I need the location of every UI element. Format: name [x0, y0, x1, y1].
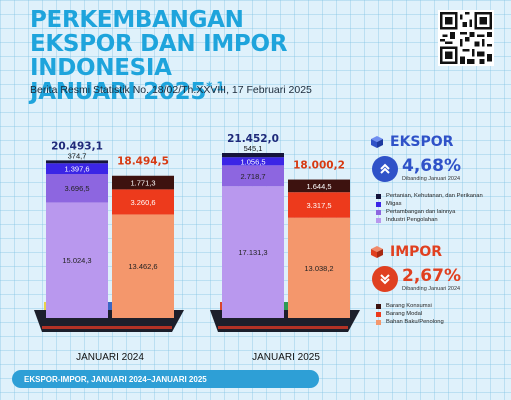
bar-value-label: 13.038,2 [304, 264, 333, 273]
ekspor-heading: EKSPOR [370, 134, 510, 150]
impor-title: IMPOR [390, 244, 443, 260]
bar-total-label: 20.493,1 [51, 140, 103, 152]
bar-value-label: 1.056,5 [240, 157, 265, 166]
bar-total-label: 18.000,2 [293, 160, 345, 172]
bar-value-label: 2.718,7 [240, 172, 265, 181]
bar-value-label: 13.462,6 [128, 262, 157, 271]
bar-value-label: 3.260,6 [130, 198, 155, 207]
impor-heading: IMPOR [370, 244, 510, 260]
bar-segment [288, 192, 350, 218]
chevrons-up-icon [372, 156, 398, 182]
bar-segment [112, 175, 174, 190]
ekspor-growth: 4,68% Dibanding Januari 2024 [372, 156, 510, 182]
ekspor-note: Dibanding Januari 2024 [402, 175, 461, 182]
bar-segment [288, 179, 350, 193]
legend-label: Migas [386, 201, 402, 207]
legend-item: Bahan Baku/Penolong [376, 318, 510, 326]
bar-segment [112, 189, 174, 215]
legend-swatch [376, 303, 381, 309]
export-import-chart: 15.024,3 3.696,5 1.397,6 374,720.493,1 13.46… [34, 133, 360, 363]
title-line-1: PERKEMBANGAN [30, 7, 244, 33]
legend-item: Pertanian, Kehutanan, dan Perikanan [376, 192, 510, 200]
legend-swatch [376, 217, 381, 223]
legend-label: Barang Modal [386, 311, 423, 317]
bar-total-label: 21.452,0 [227, 133, 279, 145]
bar-segment [222, 165, 284, 187]
chevrons-down-icon [372, 266, 398, 292]
impor-pct: 2,67% [402, 265, 461, 286]
legend-label: Pertanian, Kehutanan, dan Perikanan [386, 193, 483, 199]
ekspor-pct: 4,68% [402, 155, 461, 176]
bar-segment [112, 214, 174, 318]
page-subtitle: Berita Resmi Statistik No. 18/02/Th.XXVI… [30, 84, 312, 96]
ekspor-title: EKSPOR [390, 134, 454, 150]
title-line-3: JANUARI 2025*,1 [30, 80, 430, 104]
legend-label: Industri Pengolahan [386, 217, 438, 223]
bar-value-label: 1.644,5 [306, 182, 331, 191]
bar-segment [46, 202, 108, 318]
ekspor-legend: EKSPOR 4,68% Dibanding Januari 2024 Pert… [370, 134, 510, 224]
legend-swatch [376, 319, 381, 325]
cube-icon [370, 135, 384, 149]
legend-swatch [376, 311, 381, 317]
legend-label: Pertambangan dan lainnya [386, 209, 456, 215]
bar-value-label: 374,7 [68, 151, 87, 160]
category-label: JANUARI 2024 [76, 352, 144, 363]
title-line-2: EKSPOR DAN IMPOR INDONESIA [30, 31, 288, 81]
impor-growth: 2,67% Dibanding Januari 2024 [372, 266, 510, 292]
legend-item: Migas [376, 200, 510, 208]
bar-value-label: 3.317,5 [306, 201, 331, 210]
qr-code-icon[interactable] [438, 10, 494, 66]
legend-swatch [376, 209, 381, 215]
impor-legend-items: Barang Konsumsi Barang Modal Bahan Baku/… [376, 302, 510, 326]
legend-item: Barang Modal [376, 310, 510, 318]
legend-swatch [376, 201, 381, 207]
bar-value-label: 15.024,3 [62, 256, 91, 265]
impor-note: Dibanding Januari 2024 [402, 285, 461, 292]
legend-item: Industri Pengolahan [376, 216, 510, 224]
bar-value-label: 3.696,5 [64, 184, 89, 193]
bar-segment [46, 160, 108, 164]
impor-legend: IMPOR 2,67% Dibanding Januari 2024 Baran… [370, 244, 510, 326]
legend-label: Barang Konsumsi [386, 303, 432, 309]
bar-segment [222, 153, 284, 158]
page-title: PERKEMBANGAN EKSPOR DAN IMPOR INDONESIA … [30, 8, 430, 104]
bar-segment [222, 157, 284, 166]
title-mark: *,1 [206, 79, 225, 94]
bar-segment [288, 217, 350, 318]
bar-value-label: 1.397,6 [64, 165, 89, 174]
legend-label: Bahan Baku/Penolong [386, 319, 444, 325]
bar-segment [46, 163, 108, 175]
category-label: JANUARI 2025 [252, 352, 320, 363]
bar-value-label: 1.771,3 [130, 179, 155, 188]
cube-icon [370, 245, 384, 259]
title-line-3-text: JANUARI 2025 [30, 79, 207, 105]
legend-swatch [376, 193, 381, 199]
bar-value-label: 17.131,3 [238, 248, 267, 257]
footer-bar: EKSPOR-IMPOR, JANUARI 2024–JANUARI 2025 [12, 370, 319, 388]
chart-bars: 15.024,3 3.696,5 1.397,6 374,720.493,1 13.46… [46, 133, 350, 363]
bar-segment [222, 186, 284, 318]
bar-segment [46, 174, 108, 203]
bar-total-label: 18.494,5 [117, 156, 169, 168]
footer-label: EKSPOR-IMPOR, JANUARI 2024–JANUARI 2025 [24, 374, 207, 384]
legend-item: Pertambangan dan lainnya [376, 208, 510, 216]
legend-item: Barang Konsumsi [376, 302, 510, 310]
bar-value-label: 545,1 [244, 144, 263, 153]
ekspor-legend-items: Pertanian, Kehutanan, dan Perikanan Miga… [376, 192, 510, 224]
